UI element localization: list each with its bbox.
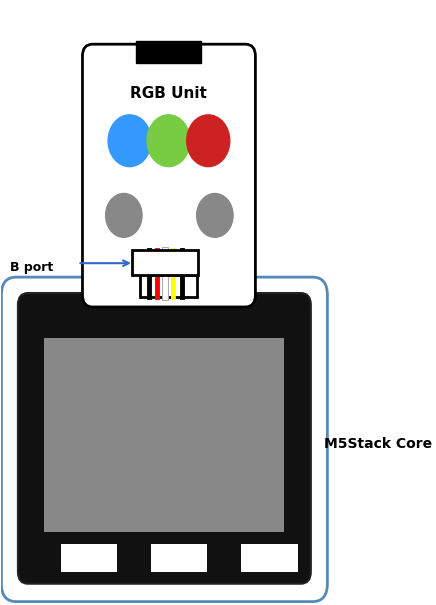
Circle shape: [197, 194, 233, 237]
FancyBboxPatch shape: [18, 293, 311, 584]
Bar: [242, 544, 298, 572]
Circle shape: [187, 115, 230, 166]
FancyBboxPatch shape: [82, 44, 255, 307]
Bar: [136, 41, 201, 63]
Bar: [61, 544, 117, 572]
Circle shape: [108, 115, 151, 166]
Circle shape: [106, 194, 142, 237]
FancyBboxPatch shape: [1, 277, 327, 601]
Bar: [132, 250, 198, 275]
Text: B port: B port: [10, 261, 53, 273]
Text: M5Stack Core: M5Stack Core: [324, 437, 432, 451]
Bar: [151, 544, 208, 572]
Text: RGB Unit: RGB Unit: [130, 86, 207, 101]
Circle shape: [147, 115, 190, 166]
Bar: [140, 275, 197, 297]
Bar: [44, 338, 284, 532]
